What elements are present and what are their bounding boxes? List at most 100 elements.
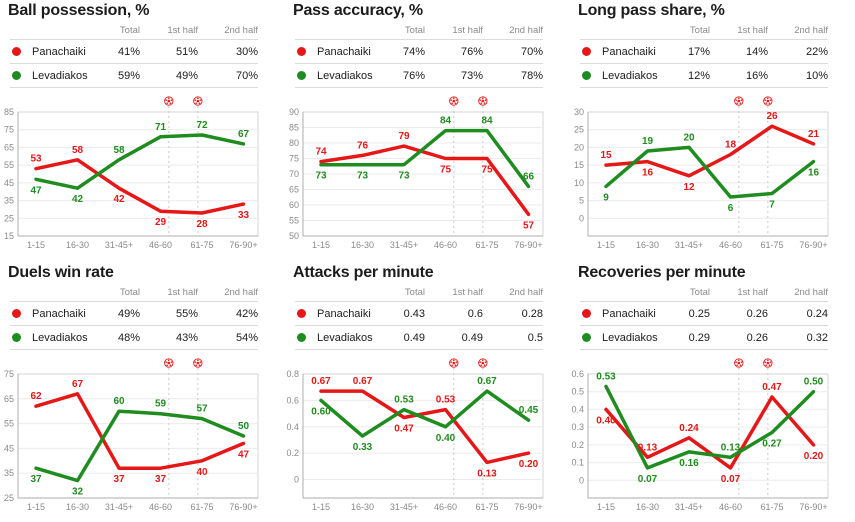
soccer-ball-icon <box>478 358 488 368</box>
series-line-levadiakos <box>604 145 816 199</box>
team-name: Panachaiki <box>317 45 371 58</box>
stat-value: 14% <box>745 45 768 58</box>
stat-value: 74% <box>402 45 425 58</box>
column-header: 1st half <box>737 287 768 298</box>
y-tick-label: 0.3 <box>571 422 584 432</box>
y-tick-label: 55 <box>289 216 299 226</box>
stat-value: 70% <box>520 45 543 58</box>
point-label: 0.40 <box>596 415 616 426</box>
point-label: 7 <box>769 199 775 210</box>
team-name: Levadiakos <box>32 331 88 344</box>
plot-border <box>17 111 259 237</box>
stat-table: Total 1st half 2nd half Panachaiki 0.43 0.6 0.… <box>295 284 543 350</box>
point-label: 29 <box>155 217 167 228</box>
stat-value: 0.6 <box>467 307 483 320</box>
point-label: 0.13 <box>477 468 497 479</box>
stat-value: 0.49 <box>403 331 425 344</box>
y-tick-label: 35 <box>4 468 14 478</box>
column-header: 1st half <box>167 287 198 298</box>
y-tick-label: 30 <box>574 107 584 117</box>
team-name: Levadiakos <box>602 69 658 82</box>
column-header: 2nd half <box>224 25 258 36</box>
point-label: 40 <box>196 467 208 478</box>
point-label: 58 <box>113 145 125 156</box>
stat-value: 0.24 <box>806 307 828 320</box>
column-header: Total <box>119 25 140 36</box>
team-row: Levadiakos 76% 73% 78% <box>295 63 543 87</box>
x-tick-label: 16-30 <box>351 240 374 250</box>
x-tick-label: 31-45+ <box>390 502 418 512</box>
stat-value: 42% <box>235 307 258 320</box>
panel-title: Duels win rate <box>8 264 114 281</box>
x-tick-label: 76-90+ <box>514 240 542 250</box>
y-tick-label: 75 <box>4 369 14 379</box>
x-tick-label: 16-30 <box>351 502 374 512</box>
team-name: Levadiakos <box>32 69 88 82</box>
x-tick-label: 31-45+ <box>105 502 133 512</box>
team-name: Levadiakos <box>317 331 373 344</box>
team-row: Panachaiki 41% 51% 30% <box>10 39 258 63</box>
stat-table: Total 1st half 2nd half Panachaiki 49% 55% 42%… <box>10 284 258 350</box>
column-header: 1st half <box>452 287 483 298</box>
y-tick-label: 0 <box>294 475 299 485</box>
x-tick-label: 31-45+ <box>390 240 418 250</box>
point-label: 0.40 <box>436 433 456 444</box>
panel-title: Ball possession, % <box>8 2 150 19</box>
team-name: Panachaiki <box>602 307 656 320</box>
point-label: 0.47 <box>762 382 782 393</box>
point-label: 28 <box>196 219 208 230</box>
point-label: 84 <box>440 116 452 127</box>
x-tick-label: 46-60 <box>434 502 457 512</box>
point-label: 16 <box>808 168 820 179</box>
stat-value: 17% <box>687 45 710 58</box>
point-label: 0.53 <box>394 395 414 406</box>
point-label: 6 <box>728 203 734 214</box>
point-label: 71 <box>155 122 167 133</box>
point-label: 79 <box>398 131 410 142</box>
team-color-dot <box>297 309 306 318</box>
point-label: 67 <box>238 129 250 140</box>
point-label: 75 <box>481 165 493 176</box>
point-label: 0.67 <box>311 376 331 387</box>
point-label: 42 <box>72 194 84 205</box>
soccer-ball-icon <box>734 358 744 368</box>
stat-panel-long-pass-share: Long pass share, % Total 1st half 2nd half… <box>570 0 855 260</box>
stat-table: Total 1st half 2nd half Panachaiki 17% 14% 22%… <box>580 22 828 88</box>
stat-value: 73% <box>460 69 483 82</box>
x-tick-label: 76-90+ <box>799 240 827 250</box>
y-tick-label: 25 <box>4 493 14 503</box>
point-label: 66 <box>523 171 535 182</box>
point-label: 0.47 <box>394 424 414 435</box>
point-label: 47 <box>30 185 42 196</box>
point-label: 26 <box>766 111 778 122</box>
point-label: 0.24 <box>679 423 699 434</box>
y-tick-label: 60 <box>289 200 299 210</box>
soccer-ball-icon <box>478 96 488 106</box>
x-tick-label: 61-75 <box>475 240 498 250</box>
series-line-levadiakos <box>34 409 246 483</box>
y-tick-label: 0 <box>579 475 584 485</box>
point-label: 58 <box>72 145 84 156</box>
point-label: 0.07 <box>721 474 741 485</box>
soccer-ball-icon <box>193 358 203 368</box>
point-label: 12 <box>683 182 695 193</box>
y-tick-label: 70 <box>289 169 299 179</box>
x-tick-label: 76-90+ <box>514 502 542 512</box>
stat-value: 0.26 <box>746 307 768 320</box>
team-row: Levadiakos 0.29 0.26 0.32 <box>580 325 828 349</box>
team-row: Levadiakos 0.49 0.49 0.5 <box>295 325 543 349</box>
y-tick-label: 5 <box>579 196 584 206</box>
team-row: Levadiakos 48% 43% 54% <box>10 325 258 349</box>
point-label: 73 <box>398 171 410 182</box>
point-label: 9 <box>603 192 609 203</box>
stat-value: 41% <box>117 45 140 58</box>
x-tick-label: 1-15 <box>312 240 330 250</box>
timeline-chart: 30 25 20 15 10 5 0 1-15 16-30 31-45+ 46-60 61-75 76-… <box>574 96 829 250</box>
y-tick-label: 0.4 <box>571 404 584 414</box>
y-tick-label: 85 <box>4 107 14 117</box>
y-tick-label: 55 <box>4 419 14 429</box>
point-label: 0.07 <box>638 474 658 485</box>
team-name: Panachaiki <box>32 307 86 320</box>
table-header-row: Total 1st half 2nd half <box>10 22 258 39</box>
